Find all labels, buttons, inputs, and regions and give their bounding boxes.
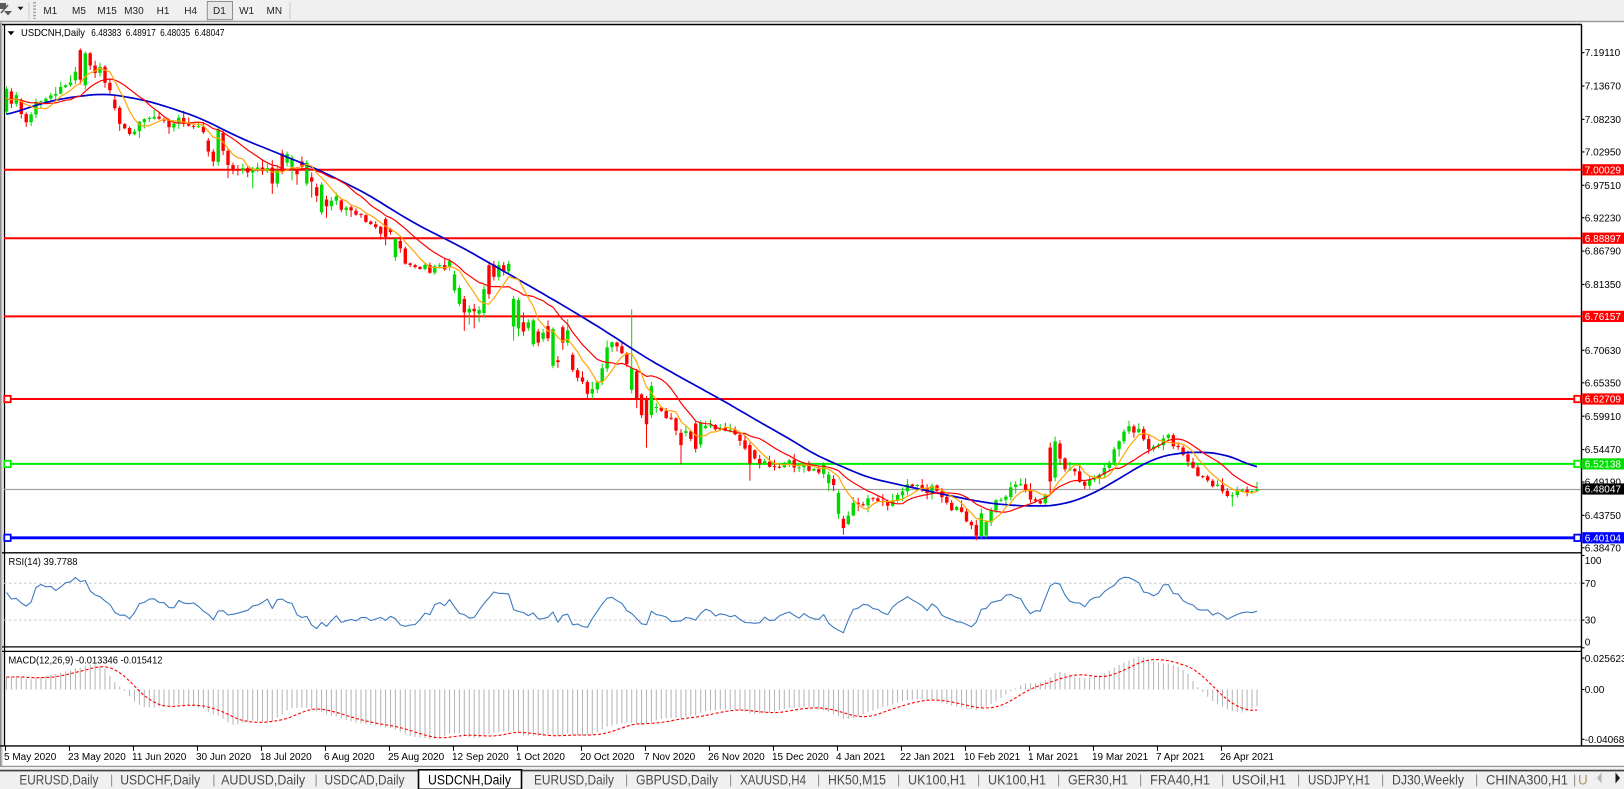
svg-text:W1: W1 (239, 6, 254, 17)
svg-text:12 Sep 2020: 12 Sep 2020 (452, 752, 509, 763)
svg-text:M5: M5 (72, 6, 86, 17)
svg-text:6.48035: 6.48035 (160, 27, 190, 39)
svg-text:|: | (1381, 773, 1384, 787)
svg-text:|: | (729, 773, 732, 787)
svg-text:26 Apr 2021: 26 Apr 2021 (1220, 752, 1274, 763)
svg-text:22 Jan 2021: 22 Jan 2021 (900, 752, 955, 763)
svg-text:6.43750: 6.43750 (1585, 511, 1622, 522)
svg-text:0.00: 0.00 (1585, 685, 1605, 696)
svg-text:USDCAD,Daily: USDCAD,Daily (325, 773, 405, 788)
svg-text:|: | (1139, 773, 1142, 787)
svg-text:15 Dec 2020: 15 Dec 2020 (772, 752, 829, 763)
svg-text:|: | (1297, 773, 1300, 787)
svg-text:6.49190: 6.49190 (1585, 478, 1622, 489)
svg-text:19 Mar 2021: 19 Mar 2021 (1092, 752, 1149, 763)
svg-text:UK100,H1: UK100,H1 (908, 773, 966, 788)
svg-text:7.19110: 7.19110 (1585, 48, 1621, 59)
svg-text:6.48917: 6.48917 (126, 27, 156, 39)
svg-text:AUDUSD,Daily: AUDUSD,Daily (221, 773, 305, 788)
svg-text:|: | (1573, 773, 1576, 787)
svg-text:6.40104: 6.40104 (1585, 533, 1622, 544)
svg-text:EURUSD,Daily: EURUSD,Daily (19, 773, 98, 788)
svg-text:6.38470: 6.38470 (1585, 543, 1622, 554)
svg-text:EURUSD,Daily: EURUSD,Daily (534, 773, 614, 788)
svg-text:1 Oct 2020: 1 Oct 2020 (516, 752, 565, 763)
svg-text:6.86790: 6.86790 (1585, 247, 1622, 258)
svg-text:USOil,H1: USOil,H1 (1232, 773, 1286, 788)
svg-text:D1: D1 (213, 6, 226, 17)
svg-text:XAUUSD,H4: XAUUSD,H4 (740, 773, 806, 788)
svg-text:GER30,H1: GER30,H1 (1068, 773, 1128, 788)
svg-text:0.025623: 0.025623 (1585, 654, 1624, 665)
svg-text:20 Oct 2020: 20 Oct 2020 (580, 752, 635, 763)
svg-text:H1: H1 (157, 6, 170, 17)
svg-text:7.13670: 7.13670 (1585, 82, 1622, 93)
svg-text:|: | (110, 773, 113, 787)
svg-text:RSI(14) 39.7788: RSI(14) 39.7788 (9, 556, 78, 568)
svg-text:6.48383: 6.48383 (91, 27, 121, 39)
svg-text:6.48047: 6.48047 (1585, 485, 1622, 496)
svg-text:7 Apr 2021: 7 Apr 2021 (1156, 752, 1205, 763)
svg-text:11 Jun 2020: 11 Jun 2020 (132, 752, 187, 763)
svg-text:M15: M15 (97, 6, 117, 17)
svg-text:H4: H4 (184, 6, 197, 17)
svg-text:6.59910: 6.59910 (1585, 412, 1622, 423)
svg-text:M1: M1 (43, 6, 57, 17)
svg-text:6.92230: 6.92230 (1585, 213, 1622, 224)
svg-text:23 May 2020: 23 May 2020 (68, 752, 126, 763)
svg-text:|: | (897, 773, 900, 787)
svg-text:7 Nov 2020: 7 Nov 2020 (644, 752, 696, 763)
svg-text:6.76157: 6.76157 (1585, 312, 1622, 323)
svg-text:6.65350: 6.65350 (1585, 378, 1622, 389)
svg-text:|: | (1221, 773, 1224, 787)
svg-text:FRA40,H1: FRA40,H1 (1150, 773, 1210, 788)
svg-text:|: | (212, 773, 215, 787)
svg-text:6.88897: 6.88897 (1585, 234, 1622, 245)
svg-text:DJ30,Weekly: DJ30,Weekly (1392, 773, 1464, 788)
svg-text:7.00029: 7.00029 (1585, 165, 1622, 176)
svg-text:6.70630: 6.70630 (1585, 346, 1622, 357)
svg-text:|: | (1475, 773, 1478, 787)
svg-text:26 Nov 2020: 26 Nov 2020 (708, 752, 765, 763)
svg-text:100: 100 (1585, 556, 1602, 567)
svg-text:6 Aug 2020: 6 Aug 2020 (324, 752, 375, 763)
svg-text:USDJPY,H1: USDJPY,H1 (1308, 773, 1370, 788)
svg-text:-0.040687: -0.040687 (1585, 735, 1624, 746)
svg-text:6.81350: 6.81350 (1585, 280, 1622, 291)
svg-text:CHINA300,H1: CHINA300,H1 (1486, 773, 1568, 788)
svg-text:7.02950: 7.02950 (1585, 148, 1622, 159)
svg-text:6.48047: 6.48047 (195, 27, 225, 39)
svg-text:M30: M30 (124, 6, 144, 17)
svg-text:6.52138: 6.52138 (1585, 460, 1622, 471)
svg-text:4 Jan 2021: 4 Jan 2021 (836, 752, 886, 763)
svg-text:|: | (977, 773, 980, 787)
svg-text:5 May 2020: 5 May 2020 (4, 752, 57, 763)
svg-text:|: | (1057, 773, 1060, 787)
svg-text:25 Aug 2020: 25 Aug 2020 (388, 752, 445, 763)
svg-text:MN: MN (267, 6, 283, 17)
svg-text:|: | (315, 773, 318, 787)
svg-text:6.97510: 6.97510 (1585, 181, 1622, 192)
svg-text:HK50,M15: HK50,M15 (828, 773, 886, 788)
svg-text:|: | (625, 773, 628, 787)
svg-text:USDCNH,Daily: USDCNH,Daily (21, 27, 86, 39)
svg-text:30 Jun 2020: 30 Jun 2020 (196, 752, 251, 763)
svg-text:GBPUSD,Daily: GBPUSD,Daily (636, 773, 718, 788)
svg-text:1 Mar 2021: 1 Mar 2021 (1028, 752, 1079, 763)
svg-text:USDCHF,Daily: USDCHF,Daily (120, 773, 200, 788)
svg-text:U: U (1578, 773, 1588, 788)
svg-text:6.62709: 6.62709 (1585, 395, 1622, 406)
svg-text:0: 0 (1585, 637, 1591, 648)
svg-text:USDCNH,Daily: USDCNH,Daily (428, 773, 511, 788)
svg-text:70: 70 (1585, 579, 1597, 590)
svg-text:6.54470: 6.54470 (1585, 445, 1622, 456)
svg-text:10 Feb 2021: 10 Feb 2021 (964, 752, 1021, 763)
svg-text:MACD(12,26,9) -0.013346 -0.015: MACD(12,26,9) -0.013346 -0.015412 (9, 655, 163, 667)
svg-text:18 Jul 2020: 18 Jul 2020 (260, 752, 312, 763)
svg-text:|: | (817, 773, 820, 787)
svg-text:7.08230: 7.08230 (1585, 115, 1622, 126)
svg-text:UK100,H1: UK100,H1 (988, 773, 1046, 788)
svg-text:30: 30 (1585, 616, 1597, 627)
